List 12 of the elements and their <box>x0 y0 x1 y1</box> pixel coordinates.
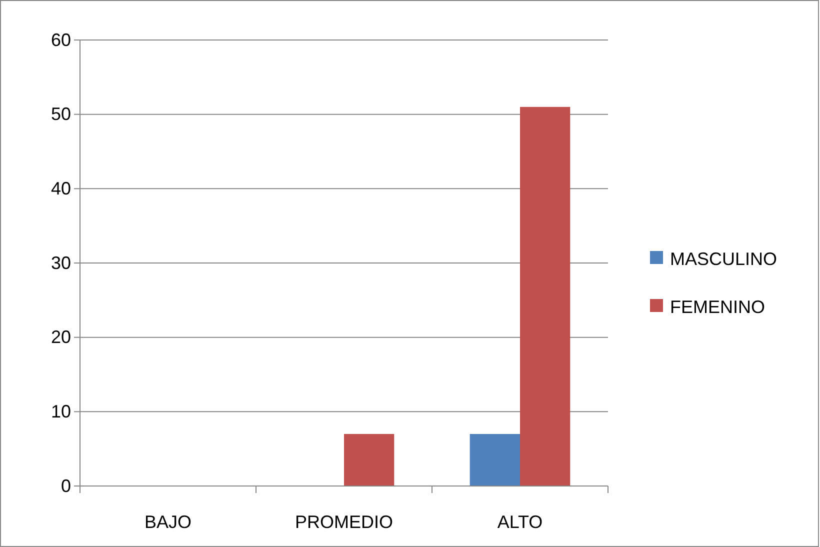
x-tick-label: PROMEDIO <box>294 512 394 532</box>
y-tick-label: 60 <box>50 30 71 50</box>
y-tick-label: 30 <box>50 252 71 273</box>
y-tick-label: 10 <box>50 401 71 422</box>
y-tick-label: 0 <box>60 476 71 496</box>
legend-label: MASCULINO <box>670 249 778 269</box>
y-tick-label: 40 <box>50 178 71 198</box>
x-tick-label: ALTO <box>497 512 543 532</box>
y-tick-label: 50 <box>50 104 71 124</box>
x-tick-label: BAJO <box>144 512 192 532</box>
y-tick-label: 20 <box>50 327 71 348</box>
legend-label: FEMENINO <box>670 297 766 317</box>
